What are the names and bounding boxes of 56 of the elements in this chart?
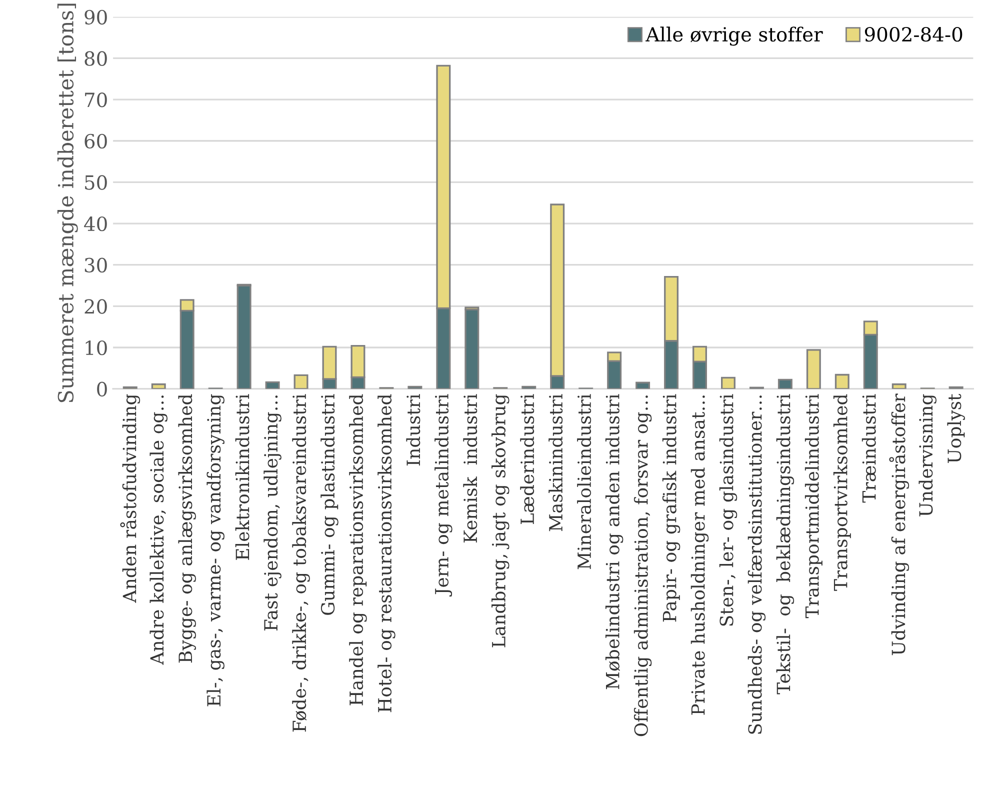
x-tick-label: Hotel- og restaurationsvirksomhed (378, 394, 396, 712)
bar (408, 386, 422, 389)
x-tick-label: Papir- og grafisk industri (662, 394, 680, 622)
x-tick-label: Private husholdninger med ansat… (690, 396, 709, 715)
x-tick-label: Kemisk industri (463, 394, 478, 542)
x-tick-label: Føde-, drikke-, og tobaksvareindustri (292, 394, 310, 732)
x-tick-label: Maskinindustri (548, 394, 563, 532)
bar (834, 374, 850, 389)
bar (464, 308, 480, 389)
x-tick-label: Transportvirksomhed (833, 394, 851, 591)
x-tick-label: Andre kollektive, sociale og… (150, 396, 168, 665)
x-tick-label: Transportmiddelindustri (804, 394, 822, 618)
x-tick-label: Sundheds- og velfærdsinstitutioner… (748, 396, 766, 734)
y-tick-label: 50 (85, 175, 107, 190)
bar (294, 374, 308, 389)
bar (806, 349, 821, 389)
x-tick-label: Udvinding af energiråstoffer (889, 394, 910, 656)
legend-label: Alle øvrige stoffer (646, 26, 823, 46)
y-tick-label: 90 (84, 10, 107, 25)
y-axis-title: Summeret mængde indberettet [tons] (57, 4, 78, 402)
x-tick-label: Tekstil- og beklædningsindustri (776, 394, 794, 694)
bar (636, 382, 650, 389)
x-tick-label: Mineralolieindustri (577, 394, 592, 570)
x-tick-label: Gummi- og plastindustri (320, 394, 338, 615)
x-tick-label: Elektronikindustri (235, 394, 250, 560)
x-tick-label: Læderindustri (520, 394, 534, 524)
x-tick-label: Uoplyst (947, 394, 965, 463)
bar (720, 376, 736, 389)
y-tick-label: 80 (84, 51, 107, 66)
x-tick-label: Anden råstofudvinding (120, 394, 140, 603)
x-tick-label: Offentlig administration, forsvar og… (634, 396, 652, 736)
x-tick-label: Landbrug, jagt og skovbrug (492, 394, 510, 648)
x-tick-label: Undervisning (918, 394, 936, 516)
x-tick-label: Fast ejendom, udlejning… (264, 396, 282, 631)
x-tick-label: Industri (406, 394, 420, 466)
x-tick-label: Møbelindustri og anden industri (605, 394, 624, 690)
x-tick-label: El-, gas-, varme- og vandforsyning (206, 394, 224, 706)
bar (778, 378, 792, 389)
x-tick-label: Bygge- og anlægsvirksomhed (178, 394, 196, 663)
x-tick-label: Træindustri (862, 394, 876, 503)
y-tick-label: 60 (84, 134, 107, 149)
x-tick-label: Sten-, ler- og glasindustri (719, 394, 738, 626)
y-tick-label: 0 (97, 382, 107, 396)
bar (265, 381, 280, 389)
x-tick-label: Handel og reparationsvirksomhed (349, 394, 367, 706)
y-tick-label: 40 (84, 216, 107, 232)
y-tick-label: 70 (85, 92, 107, 108)
bar (522, 386, 536, 389)
legend-label: 9002-84-0 (864, 26, 962, 42)
y-tick-label: 20 (84, 299, 107, 314)
x-tick-label: Jern- og metalindustri (434, 394, 452, 597)
y-tick-label: 10 (86, 340, 107, 356)
bar (236, 284, 252, 389)
bar (892, 383, 906, 389)
y-tick-label: 30 (84, 258, 107, 273)
bar (151, 383, 166, 389)
